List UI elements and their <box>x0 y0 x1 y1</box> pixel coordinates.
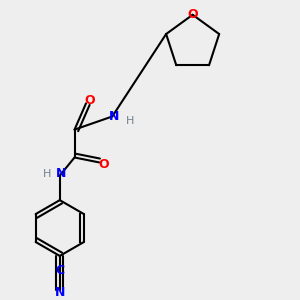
Text: H: H <box>126 116 134 126</box>
Text: N: N <box>109 110 119 123</box>
Text: O: O <box>187 8 198 21</box>
Text: N: N <box>55 286 65 299</box>
Text: O: O <box>85 94 95 107</box>
Text: H: H <box>43 169 51 179</box>
Text: C: C <box>55 264 64 277</box>
Text: O: O <box>99 158 110 171</box>
Text: N: N <box>56 167 66 180</box>
